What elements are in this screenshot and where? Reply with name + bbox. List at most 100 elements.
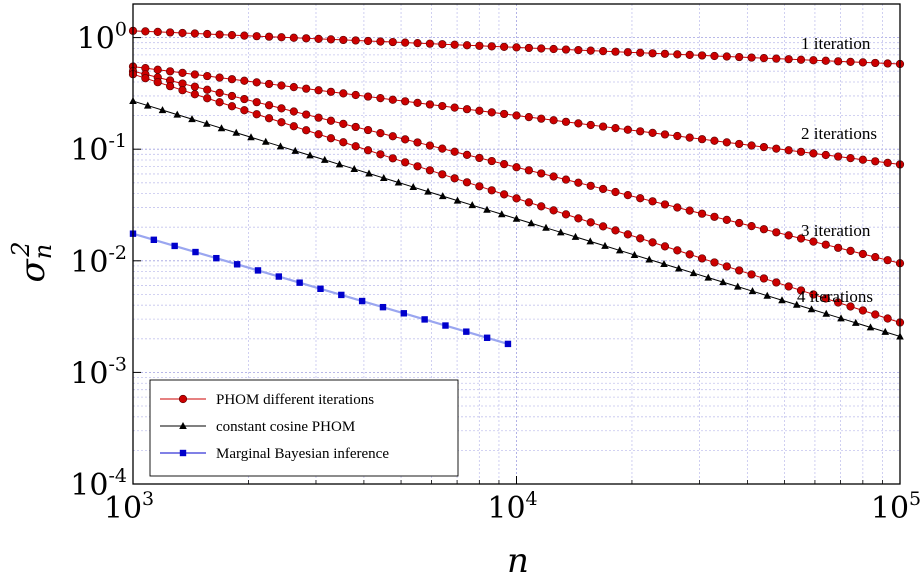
data-point bbox=[809, 290, 818, 299]
data-point bbox=[722, 52, 731, 61]
data-point bbox=[153, 27, 162, 36]
data-point bbox=[772, 278, 781, 287]
data-point bbox=[450, 103, 459, 112]
data-point bbox=[809, 237, 818, 246]
data-point bbox=[733, 282, 742, 290]
data-point bbox=[660, 200, 670, 209]
data-point bbox=[883, 314, 892, 323]
data-point bbox=[704, 273, 713, 281]
data-point bbox=[685, 206, 694, 215]
data-point bbox=[549, 172, 558, 181]
data-point bbox=[314, 113, 323, 122]
y-tick-label: 100 bbox=[77, 19, 127, 57]
data-point bbox=[674, 264, 683, 272]
series-6 bbox=[129, 230, 512, 348]
data-point bbox=[388, 95, 397, 104]
data-point bbox=[171, 242, 178, 250]
data-point bbox=[302, 110, 311, 119]
data-point bbox=[598, 184, 608, 194]
annotation-1: 1 iteration bbox=[801, 34, 871, 53]
axis-ticks: 103 104 105 100 10-1 10-2 10-3 10-4 bbox=[70, 19, 921, 526]
data-point bbox=[660, 260, 668, 268]
data-point bbox=[763, 291, 772, 299]
data-point bbox=[302, 126, 311, 135]
data-point bbox=[524, 198, 533, 207]
data-point bbox=[261, 137, 270, 145]
data-point bbox=[302, 84, 311, 93]
data-point bbox=[365, 169, 373, 177]
data-point bbox=[289, 82, 298, 92]
data-point bbox=[401, 38, 410, 47]
grid-lines bbox=[132, 3, 900, 485]
data-point bbox=[425, 166, 435, 175]
data-point bbox=[549, 206, 558, 215]
data-point bbox=[438, 40, 447, 49]
data-point bbox=[561, 45, 571, 54]
data-point bbox=[685, 133, 694, 142]
data-point bbox=[512, 111, 521, 120]
data-point bbox=[289, 107, 298, 116]
data-point bbox=[883, 158, 892, 167]
data-point bbox=[141, 27, 150, 36]
y-tick-label: 10-4 bbox=[70, 465, 127, 503]
data-point bbox=[524, 112, 533, 122]
data-point bbox=[252, 110, 261, 119]
data-point bbox=[858, 155, 867, 164]
data-point bbox=[277, 33, 286, 42]
data-point bbox=[645, 255, 654, 263]
annotation-2: 2 iterations bbox=[801, 124, 877, 143]
data-point bbox=[611, 47, 620, 56]
data-point bbox=[710, 212, 719, 221]
data-point bbox=[537, 202, 546, 211]
data-point bbox=[240, 106, 249, 115]
data-point bbox=[527, 219, 536, 227]
data-point bbox=[524, 166, 533, 175]
data-point bbox=[834, 152, 843, 161]
data-point bbox=[376, 37, 385, 46]
data-point bbox=[227, 75, 237, 84]
data-point bbox=[796, 147, 806, 156]
data-point bbox=[351, 36, 360, 45]
data-point bbox=[866, 323, 875, 331]
data-point bbox=[871, 310, 880, 319]
data-point bbox=[537, 44, 546, 53]
annotations: 1 iteration 2 iterations 3 iteration 4 iter… bbox=[797, 34, 877, 306]
data-point bbox=[275, 273, 283, 280]
data-point bbox=[487, 42, 496, 51]
data-point bbox=[710, 258, 719, 267]
y-tick-label: 10-2 bbox=[70, 242, 127, 280]
series-4 bbox=[128, 70, 905, 327]
data-point bbox=[247, 133, 255, 141]
legend-item-2: constant cosine PHOM bbox=[160, 419, 355, 435]
data-point bbox=[574, 45, 583, 55]
data-point bbox=[636, 127, 645, 136]
data-point bbox=[834, 243, 843, 252]
data-point bbox=[388, 37, 397, 47]
data-point bbox=[846, 154, 855, 163]
annotation-3: 3 iteration bbox=[801, 221, 871, 240]
data-point bbox=[549, 44, 558, 54]
data-point bbox=[735, 218, 744, 228]
data-point bbox=[772, 144, 781, 153]
data-point bbox=[549, 116, 558, 125]
data-point bbox=[796, 234, 806, 243]
data-point bbox=[424, 187, 432, 195]
data-point bbox=[586, 46, 595, 55]
legend-item-3: Marginal Bayesian inference bbox=[160, 446, 389, 462]
data-point bbox=[483, 205, 491, 213]
data-point bbox=[772, 54, 781, 63]
data-point bbox=[450, 147, 459, 156]
data-point bbox=[289, 33, 298, 42]
data-point bbox=[722, 138, 731, 147]
data-point bbox=[500, 42, 509, 51]
data-point bbox=[277, 118, 286, 127]
data-point bbox=[264, 79, 274, 89]
data-point bbox=[425, 39, 435, 48]
data-point bbox=[314, 34, 323, 43]
data-point bbox=[277, 104, 286, 113]
data-point bbox=[660, 130, 670, 139]
data-point bbox=[277, 81, 286, 90]
data-point bbox=[326, 87, 336, 96]
data-point bbox=[326, 134, 336, 143]
data-point bbox=[400, 310, 408, 317]
